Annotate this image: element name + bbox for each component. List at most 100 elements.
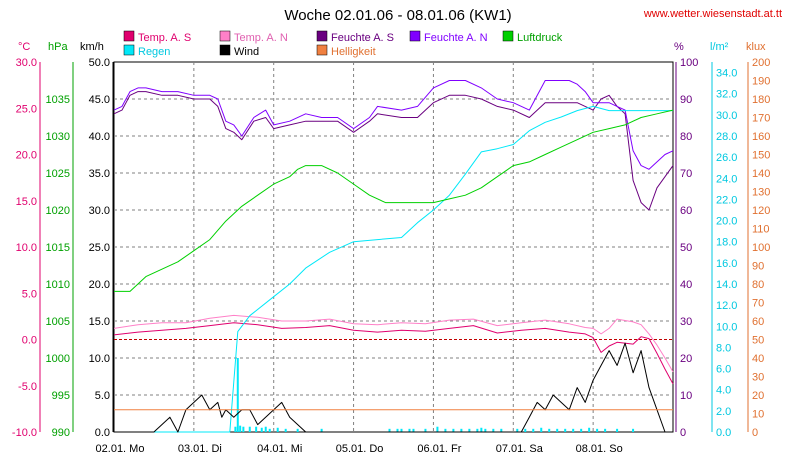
rain-tick-label: 26.0 (716, 152, 737, 164)
humidity-tick-label: 100 (680, 57, 698, 69)
humidity-tick-label: 0 (680, 427, 686, 439)
rain-bar (540, 427, 543, 432)
light-tick-label: 0 (752, 427, 758, 439)
legend-swatch-wind (219, 44, 231, 56)
light-tick-label: 20 (752, 390, 764, 402)
rain-bar (264, 426, 267, 432)
wind-tick-label: 20.0 (89, 279, 110, 291)
legend-label-helligkeit: Helligkeit (331, 46, 376, 58)
wind-tick-label: 0.0 (95, 427, 110, 439)
legend-label-luftdruck: Luftdruck (517, 32, 563, 44)
humidity-tick-label: 70 (680, 168, 692, 180)
rain-bar (492, 428, 495, 432)
wind-tick-label: 35.0 (89, 168, 110, 180)
x-axis-day-label: 07.01. Sa (496, 443, 544, 455)
rain-bar (604, 428, 607, 432)
rain-bar (632, 428, 635, 432)
pressure-tick-label: 1035 (46, 94, 70, 106)
rain-tick-label: 20.0 (716, 216, 737, 228)
legend: Temp. A. S Temp. A. N Feuchte A. S Feuch… (123, 30, 563, 58)
light-tick-label: 40 (752, 353, 764, 365)
rain-bar (452, 428, 455, 432)
rain-tick-label: 18.0 (716, 237, 737, 249)
light-tick-label: 90 (752, 261, 764, 273)
rain-bar (412, 428, 415, 432)
rain-bar (580, 428, 583, 432)
rain-unit-label: l/m² (710, 41, 729, 53)
x-axis-day-label: 05.01. Do (336, 443, 384, 455)
legend-swatch-luftdruck (502, 30, 514, 42)
series-temp-n (113, 314, 674, 373)
rain-tick-label: 2.0 (716, 406, 731, 418)
light-tick-label: 150 (752, 150, 770, 162)
legend-label-temp-n: Temp. A. N (234, 32, 288, 44)
rain-tick-label: 30.0 (716, 110, 737, 122)
temp-tick-label: -5.0 (18, 381, 37, 393)
rain-bar (564, 428, 567, 432)
rain-bar (436, 426, 439, 432)
temp-tick-label: 20.0 (16, 150, 37, 162)
legend-item-temp-n: Temp. A. N (219, 30, 288, 44)
legend-swatch-feuchte-s (316, 30, 328, 42)
legend-item-temp-s: Temp. A. S (123, 30, 191, 44)
light-tick-label: 170 (752, 113, 770, 125)
rain-bar (396, 428, 399, 432)
rain-bar (260, 427, 263, 432)
light-tick-label: 30 (752, 372, 764, 384)
legend-swatch-regen (123, 44, 135, 56)
light-tick-label: 200 (752, 57, 770, 69)
rain-tick-label: 0.0 (716, 427, 731, 439)
rain-bar (596, 428, 599, 432)
x-axis-day-label: 06.01. Fr (417, 443, 461, 455)
rain-tick-label: 22.0 (716, 194, 737, 206)
legend-item-feuchte-n: Feuchte A. N (409, 30, 488, 44)
pressure-tick-label: 1005 (46, 316, 70, 328)
humidity-tick-label: 50 (680, 242, 692, 254)
light-tick-label: 120 (752, 205, 770, 217)
rain-bar (460, 428, 463, 432)
light-tick-label: 70 (752, 298, 764, 310)
x-axis-day-label: 08.01. So (576, 443, 623, 455)
temp-tick-label: -10.0 (12, 427, 37, 439)
grid-lines (114, 62, 673, 432)
rain-bar (548, 428, 551, 432)
rain-tick-label: 16.0 (716, 258, 737, 270)
legend-label-regen: Regen (138, 46, 170, 58)
rain-bar (500, 428, 503, 432)
pressure-unit-label: hPa (48, 41, 68, 53)
rain-bar (239, 425, 242, 432)
legend-swatch-temp-s (123, 30, 135, 42)
site-url: www.wetter.wiesenstadt.at.tt (643, 8, 782, 20)
light-tick-label: 50 (752, 335, 764, 347)
pressure-tick-label: 1030 (46, 131, 70, 143)
rain-bar (276, 427, 279, 432)
light-tick-label: 80 (752, 279, 764, 291)
wind-tick-label: 45.0 (89, 94, 110, 106)
rain-tick-label: 24.0 (716, 173, 737, 185)
rain-bar (296, 428, 299, 432)
chart-title: Woche 02.01.06 - 08.01.06 (KW1) (284, 7, 511, 24)
light-unit-label: klux (746, 41, 766, 53)
temp-tick-label: 15.0 (16, 196, 37, 208)
humidity-tick-label: 80 (680, 131, 692, 143)
legend-item-regen: Regen (123, 44, 170, 58)
temp-unit-label: °C (18, 41, 30, 53)
rain-bar (532, 428, 535, 432)
pressure-tick-label: 1000 (46, 353, 70, 365)
temp-tick-label: 30.0 (16, 57, 37, 69)
pressure-tick-label: 990 (52, 427, 70, 439)
rain-bar (480, 427, 483, 432)
wind-tick-label: 30.0 (89, 205, 110, 217)
x-axis-day-label: 04.01. Mi (257, 443, 302, 455)
legend-swatch-temp-n (219, 30, 231, 42)
rain-bar (236, 358, 239, 432)
rain-tick-label: 32.0 (716, 89, 737, 101)
rain-bar (255, 426, 258, 432)
humidity-unit-label: % (674, 41, 684, 53)
rain-bar (424, 428, 427, 432)
temp-tick-label: 10.0 (16, 242, 37, 254)
light-tick-label: 140 (752, 168, 770, 180)
rain-bar (468, 428, 471, 432)
series-feuchte-n (113, 80, 674, 170)
